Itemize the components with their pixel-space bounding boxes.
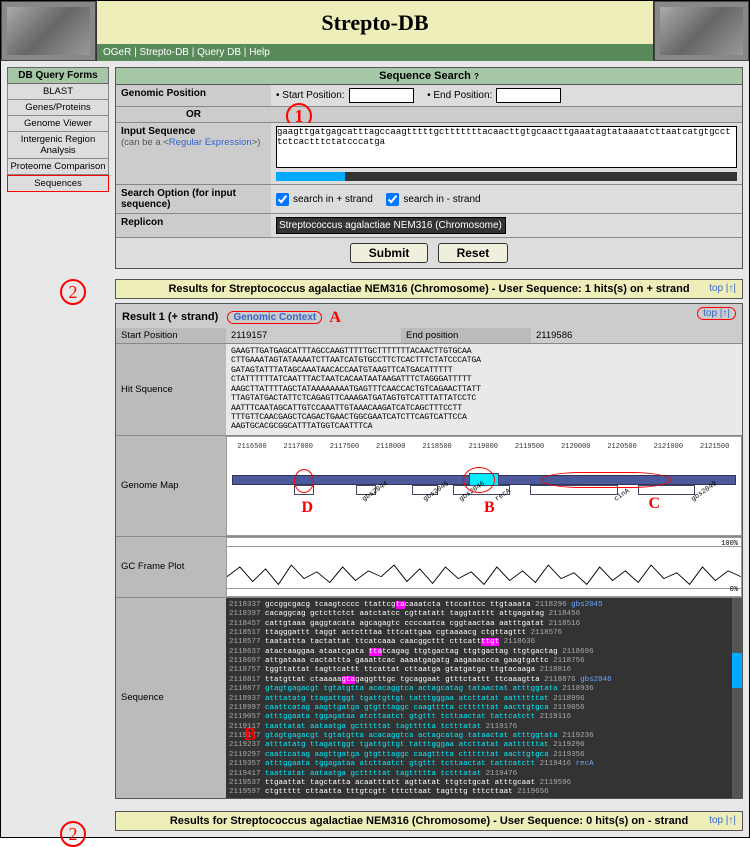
gc-frame-label: GC Frame Plot <box>116 537 226 597</box>
annotation-d-circle <box>294 469 314 493</box>
header-nav: OGeR | Strepto-DB | Query DB | Help <box>97 44 653 61</box>
panel-title: Sequence Search ? <box>116 68 742 85</box>
annotation-2a: 2 <box>60 279 86 305</box>
nav-streptodb[interactable]: Strepto-DB <box>140 47 189 58</box>
hit-sequence-label: Hit Squence <box>116 344 226 435</box>
search-minus-checkbox[interactable] <box>386 193 399 206</box>
sidebar-item-genome-viewer[interactable]: Genome Viewer <box>7 116 109 132</box>
sidebar-item-proteome[interactable]: Proteome Comparison <box>7 159 109 175</box>
header-image-left <box>1 1 96 61</box>
top-link[interactable]: top |↑| <box>709 283 736 294</box>
end-position-value: 2119586 <box>531 328 706 343</box>
annotation-c-circle <box>541 472 671 488</box>
sidebar-item-blast[interactable]: BLAST <box>7 84 109 100</box>
top-link-3[interactable]: top |↑| <box>709 815 736 826</box>
input-sequence-textarea[interactable] <box>276 126 737 168</box>
sequence-view[interactable]: B 2118337 gccggcgacg tcaagtcccc ttattcgt… <box>226 598 742 798</box>
replicon-label: Replicon <box>116 214 271 237</box>
end-position-input[interactable] <box>496 88 561 103</box>
replicon-select[interactable]: Streptococcus agalactiae NEM316 (Chromos… <box>276 217 506 234</box>
end-position-header: End position <box>401 328 531 343</box>
gc-frame-plot: 100% 0% <box>226 537 742 597</box>
sequence-scrollbar[interactable] <box>732 598 742 798</box>
header-image-right <box>654 1 749 61</box>
start-position-header: Start Position <box>116 328 226 343</box>
reset-button[interactable]: Reset <box>438 243 509 263</box>
input-sequence-label: Input Sequence (can be a <Regular Expres… <box>116 123 271 184</box>
results-bar-plus: Results for Streptococcus agalactiae NEM… <box>115 279 743 299</box>
sequence-label: Sequence <box>116 598 226 798</box>
nav-help[interactable]: Help <box>249 47 270 58</box>
genomic-context-link[interactable]: Genomic Context <box>227 311 322 324</box>
site-title: Strepto-DB <box>97 1 653 44</box>
nav-oger[interactable]: OGeR <box>103 47 131 58</box>
end-position-label: • End Position: <box>427 90 492 101</box>
sidebar-item-intergenic[interactable]: Intergenic Region Analysis <box>7 132 109 159</box>
hit-sequence-value: GAAGTTGATGAGCATTTAGCCAAGTTTTTGCTTTTTTTAC… <box>226 344 742 435</box>
annotation-2b: 2 <box>60 821 86 847</box>
results-bar-minus: Results for Streptococcus agalactiae NEM… <box>115 811 743 831</box>
sidebar-item-genes[interactable]: Genes/Proteins <box>7 100 109 116</box>
genomic-position-label: Genomic Position <box>116 85 271 106</box>
annotation-b: B <box>484 499 495 517</box>
genome-map[interactable]: 2116500211700021175002118000211850021190… <box>226 436 742 536</box>
sequence-search-panel: Sequence Search ? Genomic Position • Sta… <box>115 67 743 269</box>
genome-map-label: Genome Map <box>116 436 226 536</box>
search-minus-label: search in - strand <box>403 194 480 205</box>
start-position-label: • Start Position: <box>276 90 345 101</box>
annotation-c: C <box>648 495 660 513</box>
top-link-2[interactable]: top |↑| <box>697 307 736 320</box>
search-plus-checkbox[interactable] <box>276 193 289 206</box>
result-1-header: Result 1 (+ strand) Genomic Context A to… <box>116 304 742 328</box>
sidebar: DB Query Forms BLAST Genes/Proteins Geno… <box>7 67 109 831</box>
regex-link[interactable]: Regular Expression <box>169 137 252 148</box>
search-option-label: Search Option (for input sequence) <box>116 185 271 213</box>
annotation-d: D <box>302 499 314 517</box>
or-label: OR <box>116 107 271 123</box>
submit-button[interactable]: Submit <box>350 243 429 263</box>
search-plus-label: search in + strand <box>293 194 373 205</box>
sidebar-item-sequences[interactable]: Sequences <box>7 175 109 192</box>
annotation-b2: B <box>244 723 256 746</box>
start-position-input[interactable] <box>349 88 414 103</box>
annotation-b-circle <box>463 467 495 493</box>
sequence-bar <box>276 172 737 181</box>
nav-querydb[interactable]: Query DB <box>197 47 241 58</box>
annotation-a: A <box>329 309 341 326</box>
sidebar-title: DB Query Forms <box>7 67 109 84</box>
start-position-value: 2119157 <box>226 328 401 343</box>
